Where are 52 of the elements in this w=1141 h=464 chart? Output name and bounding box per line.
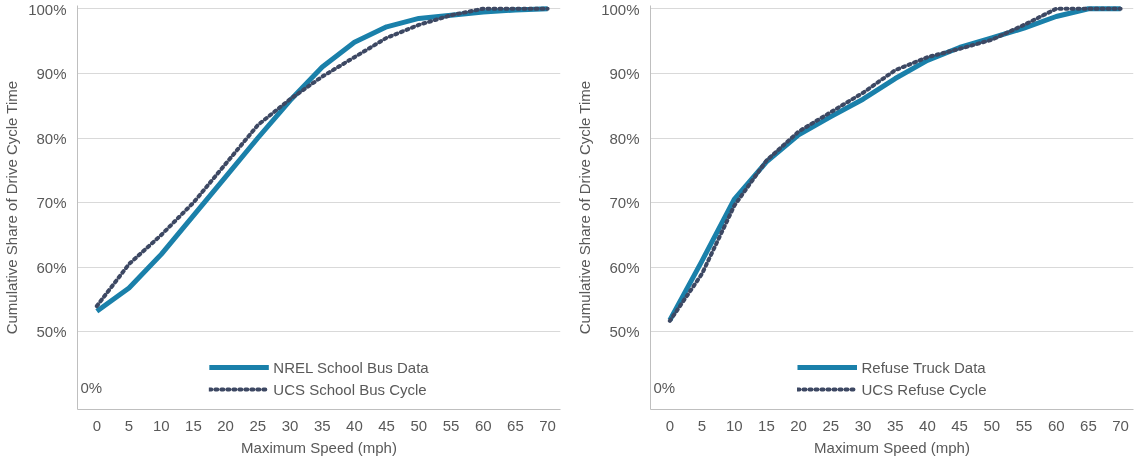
x-tick-label: 30 (281, 416, 299, 434)
y-tick-label: 80% (36, 129, 67, 147)
x-tick-label: 50 (410, 416, 428, 434)
x-tick-label: 65 (507, 416, 524, 434)
x-tick-label: 15 (758, 416, 775, 434)
x-tick-label: 0 (92, 416, 101, 434)
x-tick-label: 45 (951, 416, 968, 434)
x-tick-label: 60 (1047, 416, 1065, 434)
x-tick-label: 45 (378, 416, 395, 434)
y-tick-label: 100% (28, 0, 67, 18)
annotation: 0% (80, 378, 103, 396)
annotation: 0% (653, 378, 676, 396)
legend-label: Refuse Truck Data (861, 358, 986, 376)
x-axis-title: Maximum Speed (mph) (814, 438, 970, 456)
legend-label: UCS School Bus Cycle (273, 380, 427, 398)
x-tick-label: 65 (1080, 416, 1097, 434)
y-tick-label: 60% (609, 258, 640, 276)
x-tick-label: 25 (822, 416, 840, 434)
legend-label: UCS Refuse Cycle (861, 380, 987, 398)
x-tick-label: 35 (886, 416, 904, 434)
y-tick-label: 90% (609, 64, 640, 82)
x-tick-label: 40 (346, 416, 363, 434)
x-tick-label: 60 (474, 416, 492, 434)
x-tick-label: 5 (124, 416, 134, 434)
x-tick-label: 5 (697, 416, 707, 434)
y-tick-label: 90% (36, 64, 67, 82)
y-tick-label: 50% (36, 323, 67, 341)
x-tick-label: 10 (152, 416, 170, 434)
x-tick-label: 30 (854, 416, 872, 434)
y-tick-label: 60% (36, 258, 67, 276)
y-axis-title: Cumulative Share of Drive Cycle Time (576, 80, 594, 335)
x-tick-label: 50 (983, 416, 1001, 434)
x-axis-title: Maximum Speed (mph) (241, 438, 397, 456)
x-tick-label: 25 (249, 416, 267, 434)
y-axis-title: Cumulative Share of Drive Cycle Time (3, 80, 21, 335)
x-tick-label: 70 (1112, 416, 1129, 434)
x-tick-label: 55 (442, 416, 460, 434)
y-tick-label: 70% (36, 194, 67, 212)
x-tick-label: 20 (790, 416, 807, 434)
x-tick-label: 10 (725, 416, 743, 434)
x-tick-label: 0 (665, 416, 674, 434)
y-tick-label: 100% (601, 0, 640, 18)
y-tick-label: 80% (609, 129, 640, 147)
x-tick-label: 55 (1015, 416, 1033, 434)
x-tick-label: 35 (313, 416, 331, 434)
y-tick-label: 70% (609, 194, 640, 212)
x-tick-label: 70 (539, 416, 556, 434)
x-tick-label: 40 (919, 416, 936, 434)
x-tick-label: 15 (185, 416, 202, 434)
legend-label: NREL School Bus Data (273, 358, 429, 376)
x-tick-label: 20 (217, 416, 234, 434)
y-tick-label: 50% (609, 323, 640, 341)
